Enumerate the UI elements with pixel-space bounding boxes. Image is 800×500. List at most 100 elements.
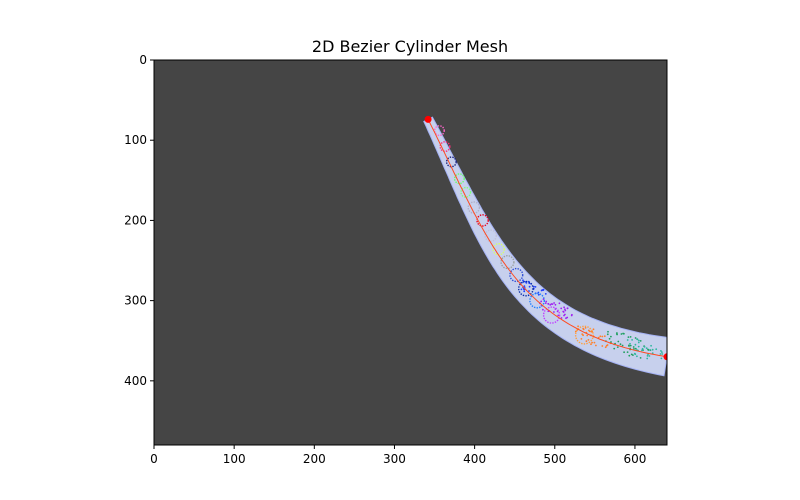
plot-background [154,60,667,445]
mesh-point [634,337,637,339]
cross-section-circle [542,306,561,324]
mesh-point [659,353,662,355]
mesh-point [523,290,526,293]
x-tick-label: 100 [223,452,246,466]
mesh-point [639,340,642,342]
mesh-point [595,344,597,347]
mesh-point [592,328,595,331]
mesh-point [590,343,592,346]
mesh-point [647,348,649,351]
y-tick-label: 300 [124,294,147,308]
mesh-point [599,335,602,338]
mesh-point [606,333,609,336]
mesh-point [553,311,555,313]
mesh-point [639,357,642,359]
mesh-point [636,338,638,341]
end-point [663,353,667,361]
mesh-point [616,333,618,335]
mesh-point [645,347,648,350]
mesh-point [608,337,611,340]
mesh-point [544,293,547,295]
mesh-point [550,303,553,305]
mesh-point [565,317,567,320]
mesh-point [528,285,531,288]
cross-section-circle [518,280,534,297]
cross-section-circle [574,325,594,345]
mesh-point [564,309,567,312]
mesh-point [563,306,565,309]
mesh-point [553,302,555,304]
y-tick-label: 100 [124,133,147,147]
mesh-point [641,349,643,352]
mesh-point [577,325,579,328]
mesh-point [628,344,630,347]
mesh-point [603,335,606,338]
mesh-point [623,351,625,354]
mesh-point [621,344,624,347]
mesh-point [641,347,644,350]
mesh-point [563,314,565,317]
mesh-point [643,346,646,348]
mesh-point [629,344,632,347]
y-tick-label: 400 [124,374,147,388]
mesh-point [522,279,524,282]
mesh-point [647,353,649,356]
mesh-point [626,339,629,341]
mesh-point [520,288,523,291]
centerline [424,115,667,361]
mesh-point [582,334,584,337]
mesh-point [629,342,631,345]
cross-section-circle [433,125,445,137]
mesh-point [607,330,609,333]
mesh-point [613,347,616,350]
mesh-point [627,336,630,338]
axes-frame [153,59,668,446]
mesh-point [540,300,543,303]
plot-area [154,60,667,445]
mesh-point [619,343,622,346]
x-tick-label: 300 [383,452,406,466]
cross-section-circle [476,214,489,227]
chart-title: 2D Bezier Cylinder Mesh [312,37,508,56]
mesh-point [533,285,535,288]
mesh-point [605,344,608,347]
mesh-point [660,357,663,360]
y-tick-label: 200 [124,213,147,227]
start-point [424,115,432,123]
mesh-point [604,346,607,349]
mesh-point [542,288,545,291]
cross-section-circle [439,141,451,153]
mesh-point [661,351,663,353]
axes: 0 100 200 300 400 500 600 0 100 200 300 400 [124,53,668,466]
mesh-point [631,339,633,341]
cross-section-circle [460,186,472,198]
mesh-point [634,343,637,346]
mesh-point [623,332,625,335]
mesh-point [646,357,649,360]
mesh-point [562,311,565,313]
mesh-point [630,353,633,356]
mesh-point [626,351,629,353]
cross-section-circle [484,229,498,242]
mesh-point [591,341,593,344]
mesh-point [570,314,573,317]
mesh-point [528,290,530,292]
mesh-point [660,350,662,352]
mesh-point [651,348,654,351]
centerline-curve [427,119,667,358]
cross-section-circle [509,267,524,283]
mesh-point [637,341,640,344]
cross-section-circle [453,173,465,185]
mesh-point [545,300,548,303]
mesh-point [582,328,585,331]
mesh-point [540,289,543,292]
mesh-point [634,353,637,356]
mesh-point [557,314,560,317]
mesh-point [655,348,658,351]
mesh-point [610,341,612,343]
mesh-point [523,285,526,287]
mesh-point [544,302,547,304]
mesh-point [648,355,651,357]
mesh-point [632,346,635,348]
mesh-point [566,307,569,310]
